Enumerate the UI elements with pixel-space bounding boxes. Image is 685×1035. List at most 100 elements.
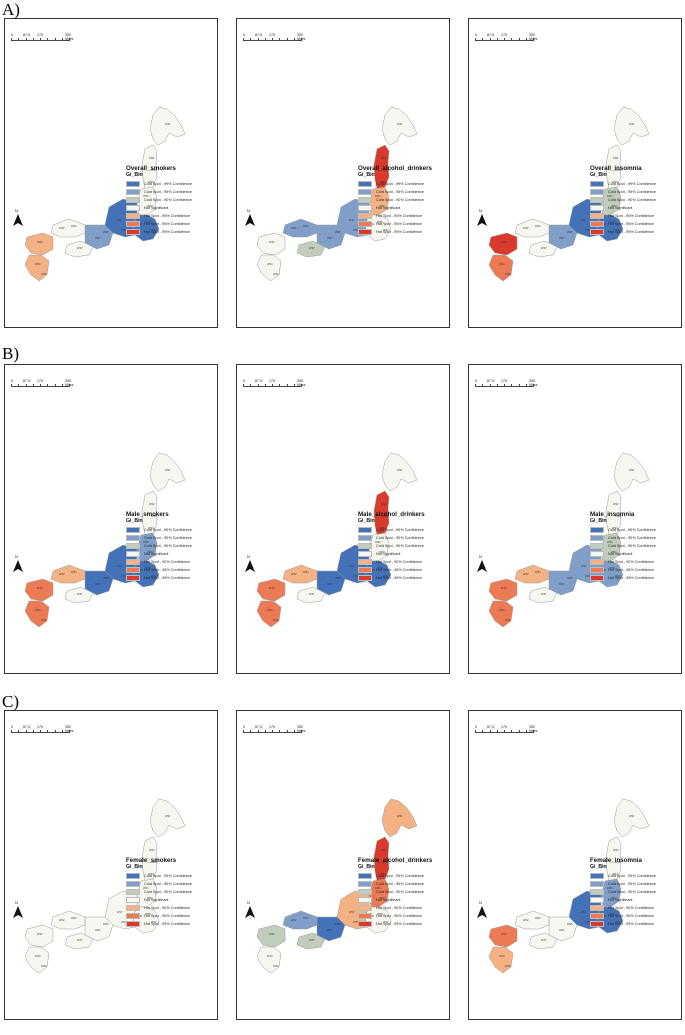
prefecture-label: JP40	[269, 933, 275, 936]
legend-swatch	[590, 575, 604, 581]
north-arrow-icon: N	[13, 208, 23, 226]
legend-item: Hot Spot - 90% Confidence	[358, 904, 448, 912]
map-panel: JP01JP02JP03JP04JP06JP07JP08JP11JP12JP15…	[236, 710, 450, 1020]
scale-tick-label: 0	[475, 725, 477, 729]
prefecture-label: JP34	[71, 917, 77, 920]
scale-tick	[47, 38, 49, 41]
region-chugoku	[282, 218, 318, 238]
scale-tick	[293, 384, 295, 387]
prefecture-label: JP32	[523, 919, 529, 922]
north-arrow-shape	[13, 560, 23, 572]
scale-tick	[250, 730, 252, 733]
prefecture-label: JP46	[41, 965, 47, 968]
prefecture-label: JP08	[609, 567, 615, 570]
region-chugoku	[514, 910, 550, 930]
map-panel: JP01JP02JP03JP04JP06JP07JP08JP11JP12JP15…	[236, 18, 450, 328]
prefecture-label: JP32	[59, 919, 65, 922]
legend-label: Hot Spot - 99% Confidence	[144, 230, 191, 234]
prefecture-label: JP25	[567, 231, 573, 234]
prefecture-label: JP46	[273, 965, 279, 968]
prefecture-label: JP40	[37, 587, 43, 590]
region-kyushu-s	[24, 600, 50, 628]
prefecture-label: JP46	[273, 273, 279, 276]
legend-swatch	[358, 189, 372, 195]
region-kyushu-s	[256, 600, 282, 628]
scale-tick-label: 87.5	[255, 725, 262, 729]
legend-item: Hot Spot - 99% Confidence	[590, 920, 680, 928]
prefecture-label: JP04	[380, 873, 386, 876]
region-tohoku-n	[141, 836, 158, 882]
legend-item: Cold Spot - 95% Confidence	[590, 534, 680, 542]
legend-item: Cold Spot - 99% Confidence	[590, 180, 680, 188]
prefecture-label: JP40	[501, 587, 507, 590]
prefecture-label: JP27	[559, 929, 565, 932]
region-tohoku-n	[605, 836, 622, 882]
prefecture-label: JP27	[327, 583, 333, 586]
legend: Male_alcohol_drinkers Gi_Bin Cold Spot - 9…	[358, 511, 448, 582]
region-kyushu-n	[256, 924, 286, 948]
prefecture-label: JP17	[117, 219, 123, 222]
legend-swatch	[126, 567, 140, 573]
prefecture-label: JP08	[377, 913, 383, 916]
legend-item: Hot Spot - 95% Confidence	[590, 566, 680, 574]
legend-swatch	[358, 229, 372, 235]
legend-item: Hot Spot - 99% Confidence	[358, 574, 448, 582]
region-kyushu-n	[256, 578, 286, 602]
legend-label: Hot Spot - 95% Confidence	[144, 214, 191, 218]
legend-swatch	[358, 197, 372, 203]
scale-tick	[482, 38, 484, 41]
region-kyushu-s	[488, 946, 514, 974]
legend-label: Hot Spot - 95% Confidence	[608, 222, 655, 226]
region-shikoku	[528, 932, 558, 950]
legend-swatch	[590, 905, 604, 911]
row-label-1: B)	[2, 344, 19, 363]
north-label: N	[479, 208, 482, 213]
scale-tick	[243, 384, 244, 387]
prefecture-label: JP25	[103, 923, 109, 926]
scale-tick	[250, 38, 252, 41]
legend-label: Hot Spot - 99% Confidence	[144, 576, 191, 580]
prefecture-label: JP08	[609, 913, 615, 916]
scale-tick-label: 0	[475, 379, 477, 383]
prefecture-label: JP04	[612, 527, 618, 530]
scale-tick	[279, 730, 281, 733]
scale-tick	[25, 730, 27, 733]
legend-swatch	[358, 873, 372, 879]
north-label: N	[247, 208, 250, 213]
prefecture-label: JP27	[95, 237, 101, 240]
scale-tick	[61, 730, 63, 733]
prefecture-label: JP02	[149, 503, 155, 506]
prefecture-label: JP01	[165, 469, 171, 472]
scale-tick-label: 0	[11, 725, 13, 729]
scale-tick-label: 87.5	[23, 379, 30, 383]
prefecture-label: JP34	[303, 571, 309, 574]
prefecture-label: JP37	[541, 593, 547, 596]
prefecture-label: JP40	[269, 587, 275, 590]
prefecture-label: JP17	[581, 219, 587, 222]
scale-tick	[69, 38, 70, 41]
prefecture-label: JP46	[505, 273, 511, 276]
legend-swatch	[126, 197, 140, 203]
scale-bar: 0 87.5 175 350 Miles	[11, 379, 75, 393]
legend-item: Cold Spot - 99% Confidence	[358, 180, 448, 188]
map-panel: JP01JP02JP03JP04JP06JP07JP08JP11JP12JP15…	[4, 710, 218, 1020]
prefecture-label: JP20	[353, 575, 359, 578]
legend-swatch	[126, 897, 140, 903]
legend-label: Cold Spot - 95% Confidence	[144, 882, 192, 886]
legend-label: Not Significant	[608, 898, 633, 902]
north-arrow-icon: N	[477, 900, 487, 918]
prefecture-label: JP12	[383, 229, 389, 232]
legend-item: Not Significant	[590, 550, 680, 558]
prefecture-label: JP08	[145, 567, 151, 570]
prefecture-label: JP25	[335, 577, 341, 580]
legend-label: Not Significant	[144, 206, 169, 210]
region-kyushu-n	[488, 232, 518, 256]
scale-tick	[533, 384, 534, 387]
region-kyushu-n	[24, 232, 54, 256]
prefecture-label: JP06	[143, 195, 149, 198]
prefecture-label: JP03	[615, 515, 621, 518]
legend-label: Hot Spot - 95% Confidence	[376, 914, 423, 918]
legend-label: Hot Spot - 95% Confidence	[144, 222, 191, 226]
north-arrow-shape	[477, 560, 487, 572]
legend-swatch	[590, 921, 604, 927]
